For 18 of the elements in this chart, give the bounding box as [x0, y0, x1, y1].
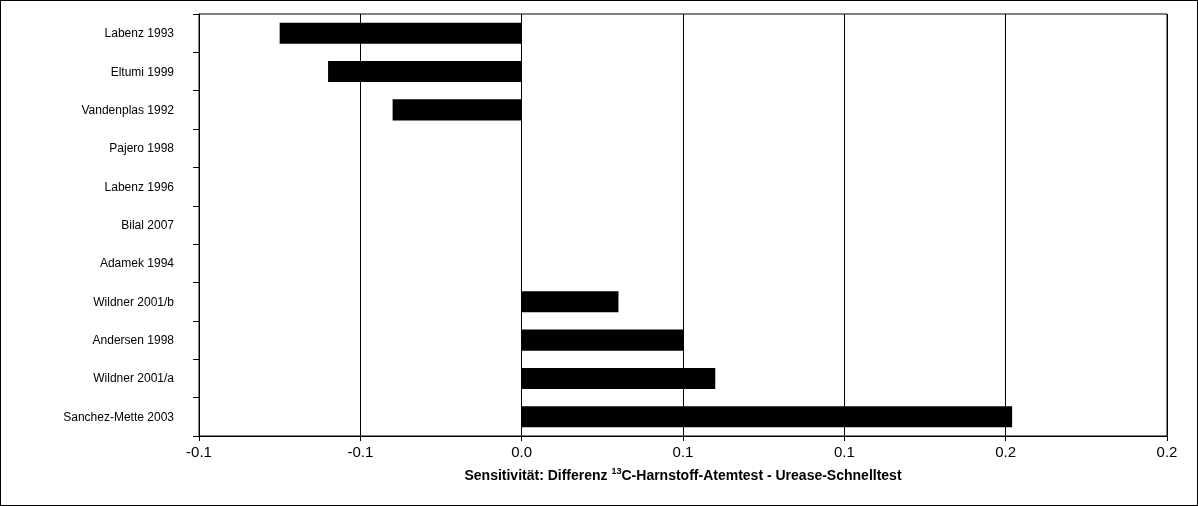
y-tick-label: Vandenplas 1992 — [81, 102, 175, 117]
y-tick-label: Eltumi 1999 — [110, 64, 175, 79]
y-tick-label: Adamek 1994 — [99, 256, 175, 271]
y-tick-label: Sanchez-Mette 2003 — [63, 409, 175, 424]
y-tick-label: Labenz 1996 — [104, 179, 175, 194]
x-tick-label: 0.1 — [833, 443, 855, 460]
x-tick-label: 0.1 — [672, 443, 694, 460]
y-tick-label: Wildner 2001/a — [93, 371, 175, 386]
y-tick-label: Wildner 2001/b — [93, 294, 175, 309]
y-tick-label: Pajero 1998 — [109, 141, 175, 156]
y-tick-label: Andersen 1998 — [92, 333, 175, 348]
y-tick-label: Labenz 1993 — [104, 26, 175, 41]
x-tick-label: -0.1 — [347, 443, 374, 460]
x-tick-label: 0.2 — [995, 443, 1017, 460]
x-tick-label: 0.2 — [1156, 443, 1178, 460]
y-tick-label: Bilal 2007 — [121, 218, 175, 232]
x-tick-label: -0.1 — [186, 443, 212, 460]
x-tick-label: 0.0 — [511, 443, 533, 460]
